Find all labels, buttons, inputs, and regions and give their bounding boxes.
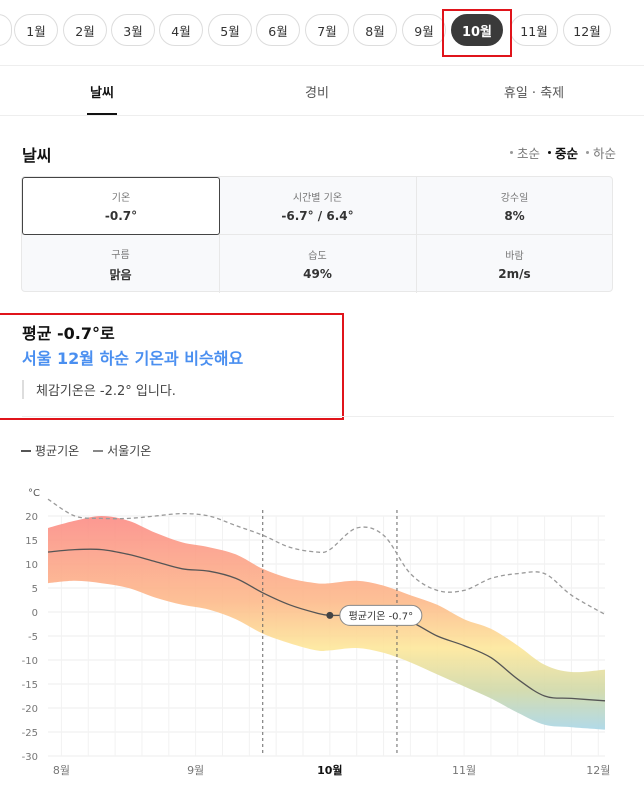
period-early[interactable]: 초순 [509,143,540,162]
tab-cost[interactable]: 경비 [305,85,329,101]
x-tick-label: 12월 [586,764,610,777]
stat-label: 바람 [505,251,524,262]
month-pill-5[interactable]: 5월 [208,14,252,46]
avg-temp-marker[interactable] [326,611,334,619]
stat-value: 49% [303,267,332,281]
unit-label: °C [28,488,40,499]
month-pill-3[interactable]: 3월 [111,14,155,46]
period-late-label: 하순 [592,146,616,161]
chart-legend: 평균기온 서울기온 [21,442,151,459]
seoul-temp-line [47,498,606,615]
temperature-range-band [48,516,605,730]
dot-icon [547,151,551,154]
stat-humidity[interactable]: 습도 49% [219,235,416,293]
y-tick-label: 20 [25,512,38,523]
marker-callout-label: 평균기온 -0.7° [349,610,414,622]
section-divider [22,416,614,417]
dot-icon [585,151,589,154]
y-tick-label: -30 [22,752,38,763]
period-mid[interactable]: 중순 [547,143,578,162]
legend-seoul-label: 서울기온 [107,444,152,458]
month-pill-8[interactable]: 8월 [353,14,397,46]
stat-value: 8% [504,209,525,223]
month-pill-9[interactable]: 9월 [402,14,446,46]
period-late[interactable]: 하순 [585,143,616,162]
month-pill-7[interactable]: 7월 [305,14,349,46]
stat-label: 습도 [308,251,327,262]
marker-callout [339,604,423,626]
weather-stats-grid: 기온 -0.7° 시간별 기온 -6.7° / 6.4° 강수일 8% 구름 맑… [21,176,613,293]
stat-wind[interactable]: 바람 2m/s [416,235,613,293]
month-selector: 1월 2월 3월 4월 5월 6월 7월 8월 9월 10월 11월 12월 [0,0,644,66]
y-tick-label: -5 [28,632,38,643]
stat-label: 기온 [111,193,131,204]
grid-divider [416,177,417,293]
avg-temp-line [47,548,606,702]
stat-hourly-temp[interactable]: 시간별 기온 -6.7° / 6.4° [219,177,416,235]
y-tick-label: -25 [22,728,38,739]
month-pill-10[interactable]: 10월 [451,14,503,46]
y-tick-label: -15 [22,680,38,691]
stat-label: 강수일 [500,193,529,204]
stat-temperature[interactable]: 기온 -0.7° [22,177,220,235]
month-pill-0[interactable] [0,14,12,46]
y-tick-label: 15 [25,536,38,547]
section-title: 날씨 [22,146,52,165]
y-tick-label: 5 [32,584,38,595]
legend-seoul: 서울기온 [93,442,151,459]
period-early-label: 초순 [516,146,540,161]
stat-cloud[interactable]: 구름 맑음 [22,235,219,293]
category-tabs: 날씨 경비 휴일 · 축제 [0,66,644,116]
x-tick-label: 10월 [317,763,342,777]
month-pill-4[interactable]: 4월 [159,14,203,46]
legend-dashed-line-icon [93,449,104,452]
month-pill-1[interactable]: 1월 [14,14,58,46]
stat-value: -0.7° [104,209,138,223]
summary-title: 평균 -0.7°로 [22,324,115,343]
y-tick-label: -20 [22,704,38,715]
stat-label: 시간별 기온 [292,193,343,204]
legend-avg: 평균기온 [21,442,79,459]
stat-value: 2m/s [498,267,531,281]
period-selector: 초순 중순 하순 [509,143,616,162]
grid-divider [219,177,220,293]
month-pill-11[interactable]: 11월 [510,14,558,46]
stat-label: 구름 [111,249,130,261]
legend-solid-line-icon [21,449,31,452]
grid-divider [22,234,612,235]
tab-holiday-festival[interactable]: 휴일 · 축제 [503,85,565,101]
summary-subtitle: 서울 12월 하순 기온과 비슷해요 [22,349,244,368]
y-tick-label: -10 [22,656,38,667]
period-mid-label: 중순 [554,146,578,161]
tab-underline [87,113,117,115]
legend-avg-label: 평균기온 [35,444,80,458]
month-pill-6[interactable]: 6월 [256,14,300,46]
y-tick-label: 10 [25,560,38,571]
stat-value: 맑음 [109,267,132,282]
dot-icon [509,151,513,154]
y-tick-label: 0 [32,608,38,619]
temperature-chart: °C 20 15 10 5 0 -5 -10 -15 -20 -25 -30 8월 9월 10월 11월 1… [22,488,611,777]
stat-precip-days[interactable]: 강수일 8% [416,177,613,235]
month-pill-2[interactable]: 2월 [63,14,107,46]
month-pill-12[interactable]: 12월 [563,14,611,46]
x-tick-label: 9월 [187,764,204,777]
summary-note: 체감기온은 -2.2° 입니다. [22,380,176,399]
x-tick-label: 8월 [53,764,70,777]
x-tick-label: 11월 [452,764,476,777]
tab-weather[interactable]: 날씨 [90,85,114,101]
stat-value: -6.7° / 6.4° [281,209,354,223]
